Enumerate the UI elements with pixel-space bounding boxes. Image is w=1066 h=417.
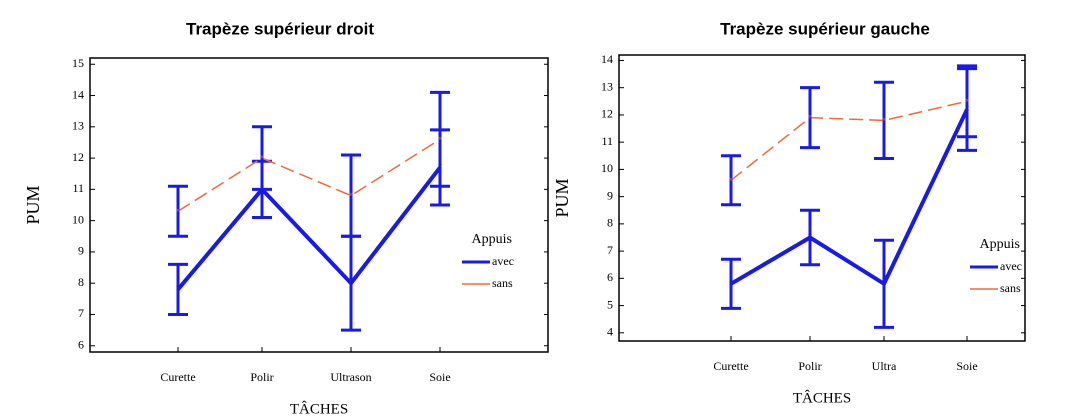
y-tick-label: 12 (601, 107, 613, 121)
point-marker: × (964, 95, 969, 105)
plot-frame (618, 54, 1026, 342)
y-tick-label: 8 (78, 275, 84, 289)
y-tick-label: 7 (78, 306, 84, 320)
y-tick-label: 9 (607, 188, 613, 202)
x-axis-label: TÂCHES (793, 389, 851, 406)
x-tick-label: Curette (160, 370, 195, 384)
point-marker: × (728, 174, 733, 184)
point-marker: × (348, 277, 353, 287)
y-tick-label: 14 (601, 52, 613, 66)
point-marker: × (348, 190, 353, 200)
y-axis-label: PUM (552, 178, 572, 217)
y-tick-label: 11 (72, 181, 84, 195)
series-line (177, 138, 441, 212)
error-bar (341, 153, 361, 238)
x-tick-label: Ultrason (330, 370, 371, 384)
error-bar (800, 86, 820, 150)
error-bar (252, 125, 272, 191)
point-marker: × (175, 284, 180, 294)
point-marker: × (807, 112, 812, 122)
point-marker: × (437, 133, 442, 143)
chart-title: Trapèze supérieur droit (186, 19, 374, 38)
legend-label: sans (1000, 281, 1021, 295)
point-marker: × (175, 205, 180, 215)
error-bar (168, 262, 188, 316)
y-tick-label: 6 (78, 337, 84, 351)
y-tick-label: 10 (72, 212, 84, 226)
point-marker: × (259, 152, 264, 162)
series-line (176, 166, 442, 291)
point-marker: × (728, 278, 733, 288)
y-tick-label: 8 (607, 216, 613, 230)
x-tick-label: Soie (429, 370, 450, 384)
error-bar (957, 64, 977, 139)
error-bar (800, 208, 820, 267)
chart-title: Trapèze supérieur gauche (720, 19, 930, 38)
error-bar (874, 80, 894, 161)
legend-label: sans (492, 276, 513, 290)
error-bar (168, 184, 188, 238)
y-tick-label: 10 (601, 161, 613, 175)
error-bar (721, 154, 741, 207)
x-tick-label: Soie (956, 359, 977, 373)
legend-label: avec (1000, 259, 1022, 273)
legend-title: Appuis (472, 232, 512, 247)
error-bar (430, 90, 450, 188)
legend-title: Appuis (980, 237, 1020, 252)
y-tick-label: 6 (607, 270, 613, 284)
y-tick-label: 12 (72, 150, 84, 164)
x-tick-label: Ultra (872, 359, 897, 373)
series-line (730, 100, 968, 181)
y-axis-label: PUM (23, 185, 43, 224)
point-marker: × (807, 232, 812, 242)
x-tick-label: Polir (250, 370, 273, 384)
legend-label: avec (492, 254, 514, 268)
y-tick-label: 7 (607, 243, 613, 257)
y-tick-label: 9 (78, 244, 84, 258)
error-bar (721, 257, 741, 310)
y-tick-label: 11 (601, 134, 613, 148)
y-tick-label: 15 (72, 56, 84, 70)
plot-frame (89, 57, 549, 353)
y-tick-label: 5 (607, 297, 613, 311)
series-line (729, 108, 969, 287)
x-axis-label: TÂCHES (290, 400, 348, 417)
y-tick-label: 13 (601, 79, 613, 93)
x-tick-label: Curette (713, 359, 748, 373)
x-tick-label: Polir (798, 359, 821, 373)
y-tick-label: 4 (607, 325, 613, 339)
y-tick-label: 14 (72, 87, 84, 101)
y-tick-label: 13 (72, 119, 84, 133)
error-bar (874, 238, 894, 329)
point-marker: × (881, 278, 886, 288)
point-marker: × (881, 114, 886, 124)
